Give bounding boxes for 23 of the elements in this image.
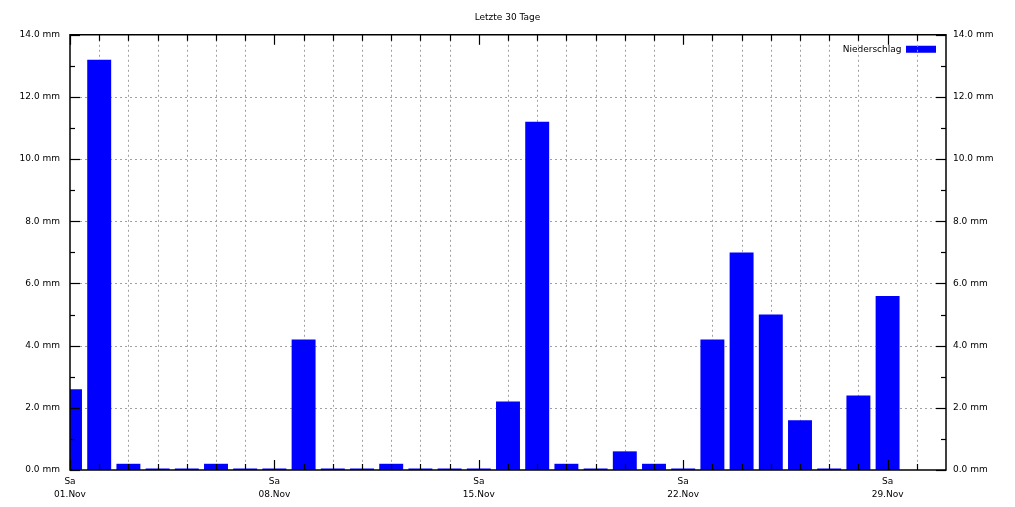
x-tick-label: Sa 08.Nov: [258, 476, 292, 499]
y-tick-label: 2.0 mm: [25, 402, 60, 413]
x-tick-label: Sa 01.Nov: [54, 476, 87, 499]
y2-tick-label: 14.0 mm: [953, 29, 994, 40]
y-tick-label: 4.0 mm: [25, 340, 60, 350]
y2-tick-label: 8.0 mm: [953, 215, 988, 226]
y2-tick-label: 6.0 mm: [953, 277, 988, 288]
y2-tick-label: 0.0 mm: [953, 464, 988, 475]
y-tick-label: 14.0 mm: [19, 29, 60, 40]
legend-label: Niederschlag: [842, 43, 902, 54]
y-tick-label: 0.0 mm: [25, 464, 60, 475]
y-tick-label: 12.0 mm: [19, 91, 60, 102]
y2-tick-label: 2.0 mm: [953, 402, 988, 413]
y-tick-label: 10.0 mm: [19, 153, 60, 164]
y2-tick-label: 12.0 mm: [953, 91, 994, 102]
x-tick-label: Sa 22.Nov: [667, 476, 700, 499]
y-tick-label: 6.0 mm: [25, 277, 60, 288]
y-tick-label: 8.0 mm: [25, 215, 60, 226]
x-tick-label: Sa 15.Nov: [462, 476, 496, 499]
y2-tick-label: 4.0 mm: [953, 340, 988, 350]
chart-title: Letzte 30 Tage: [474, 11, 541, 22]
x-tick-label: Sa 29.Nov: [871, 476, 905, 499]
y2-tick-label: 10.0 mm: [953, 153, 994, 164]
